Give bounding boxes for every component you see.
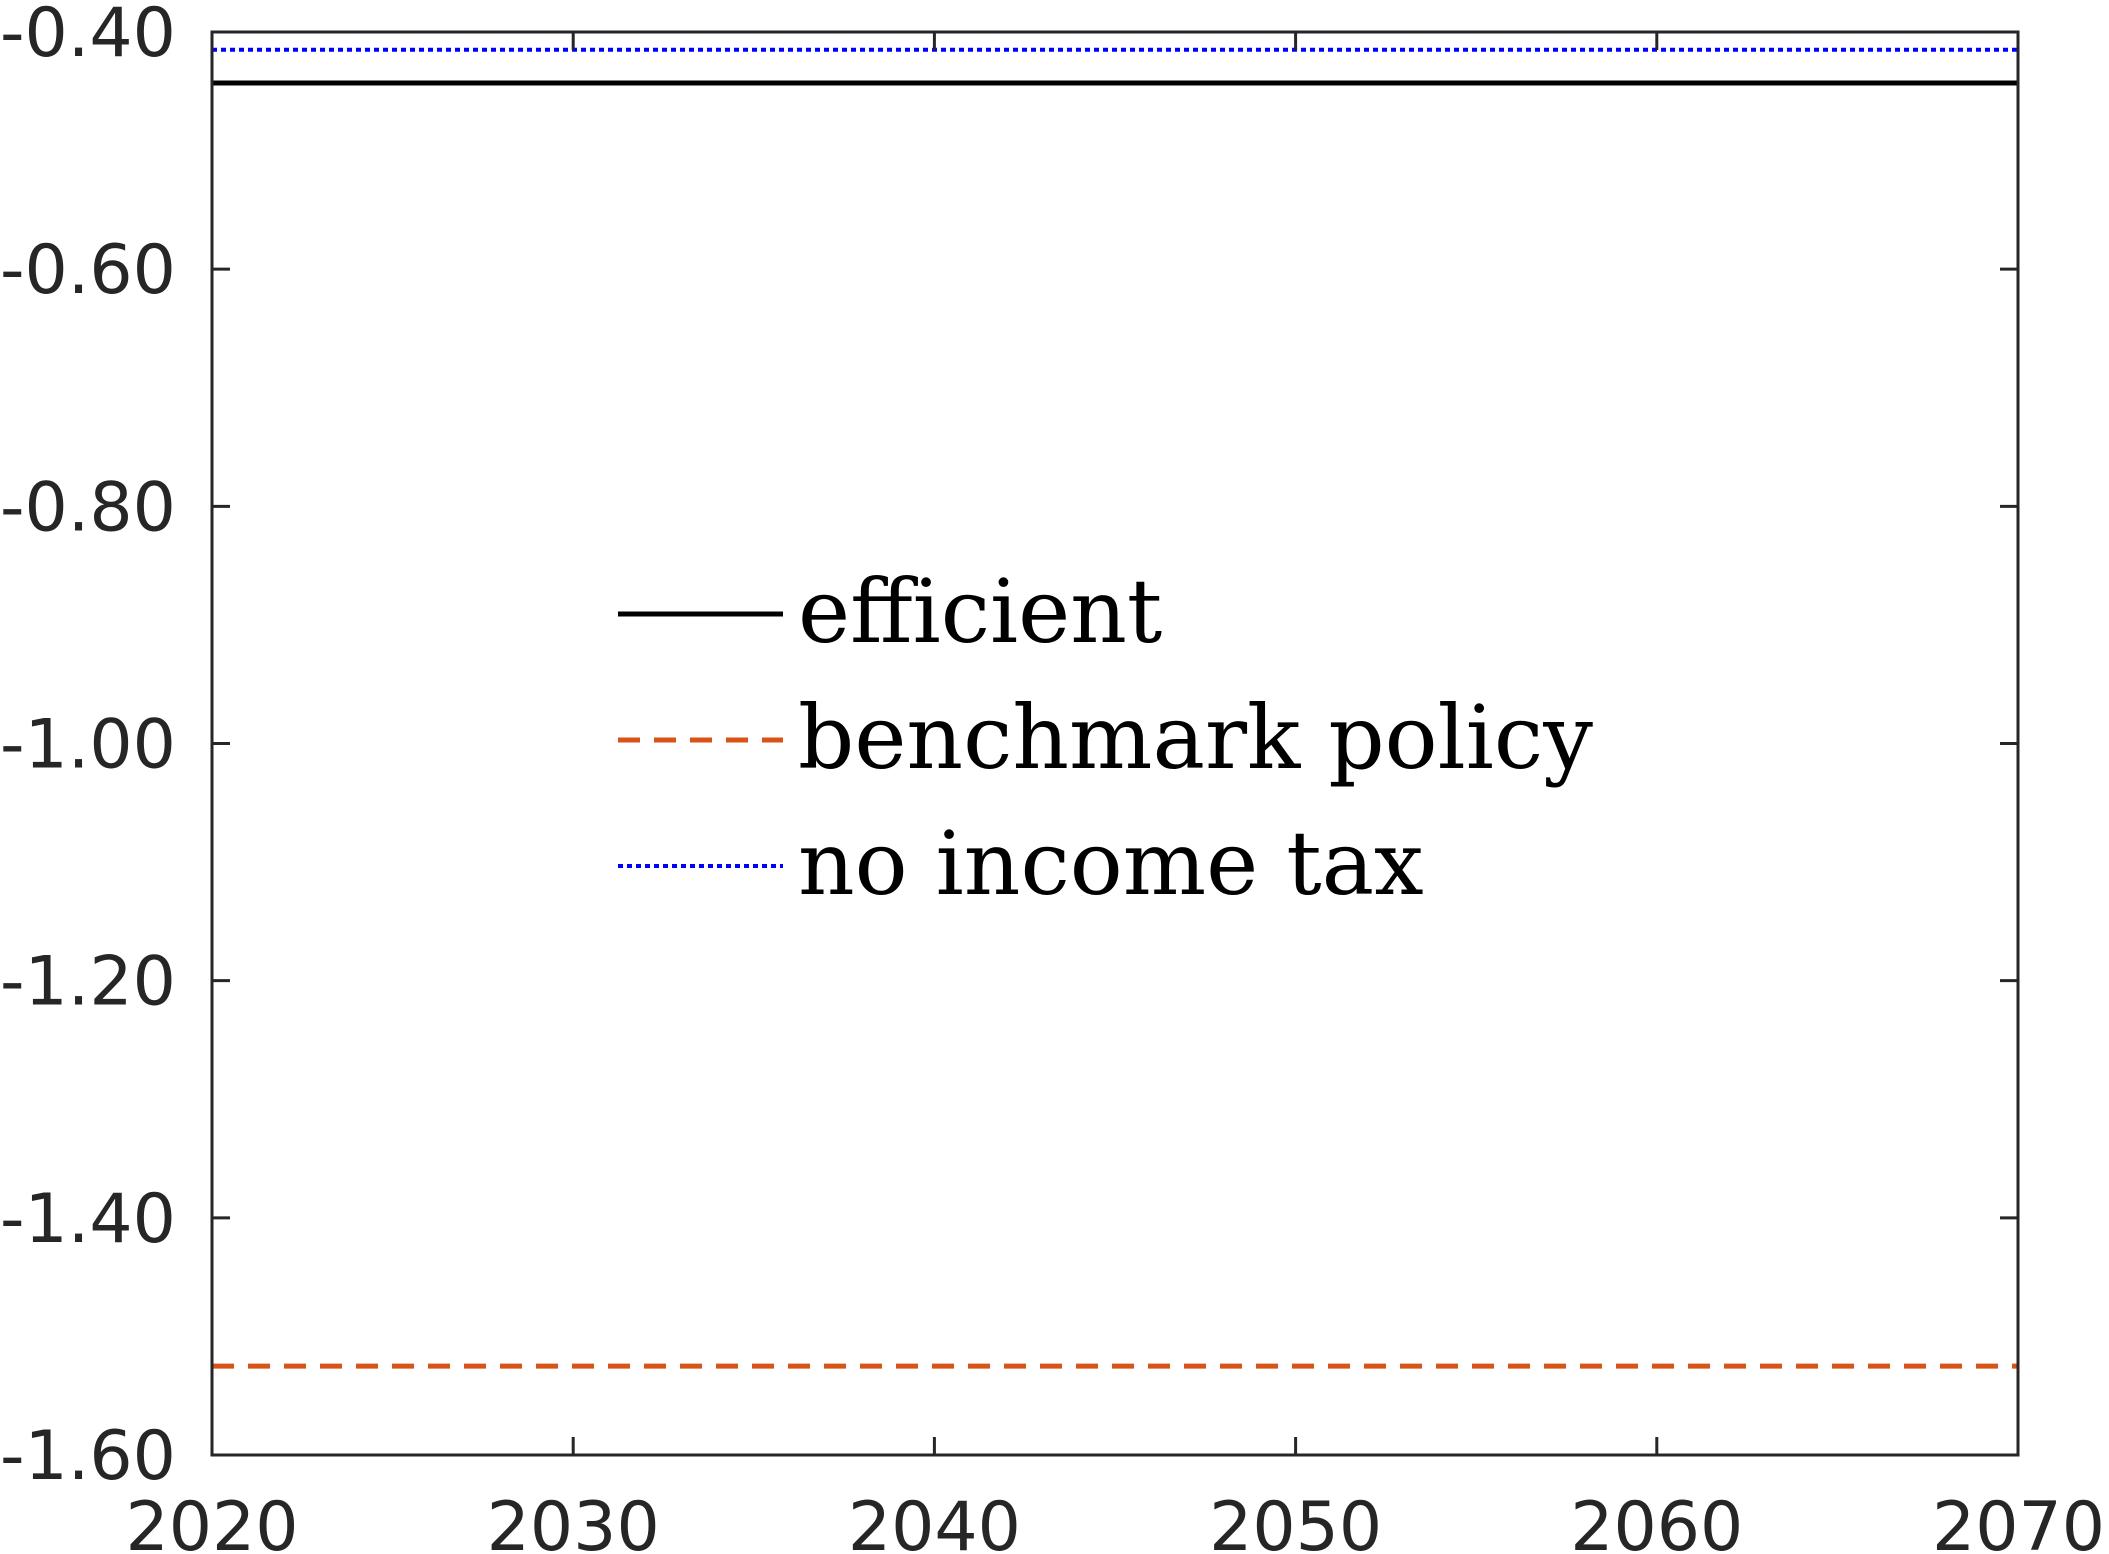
legend-label: efficient bbox=[798, 560, 1162, 663]
legend-label: benchmark policy bbox=[798, 686, 1593, 789]
x-tick-label: 2050 bbox=[1209, 1488, 1382, 1554]
legend-label: no income tax bbox=[798, 812, 1424, 915]
y-tick-label: -0.80 bbox=[0, 468, 176, 547]
y-tick-label: -1.00 bbox=[0, 706, 176, 785]
y-tick-label: -1.60 bbox=[0, 1417, 176, 1496]
x-tick-label: 2020 bbox=[125, 1488, 298, 1554]
x-tick-label: 2040 bbox=[848, 1488, 1021, 1554]
y-tick-label: -0.60 bbox=[0, 231, 176, 310]
x-tick-label: 2060 bbox=[1570, 1488, 1743, 1554]
series-layer bbox=[212, 47, 2018, 1369]
legend: efficient benchmark policy no income tax bbox=[618, 560, 1593, 915]
y-tick-label: -1.20 bbox=[0, 943, 176, 1022]
x-tick-label: 2030 bbox=[487, 1488, 660, 1554]
y-tick-label: -0.40 bbox=[0, 0, 176, 73]
x-tick-label: 2070 bbox=[1932, 1488, 2105, 1554]
y-tick-label: -1.40 bbox=[0, 1180, 176, 1259]
